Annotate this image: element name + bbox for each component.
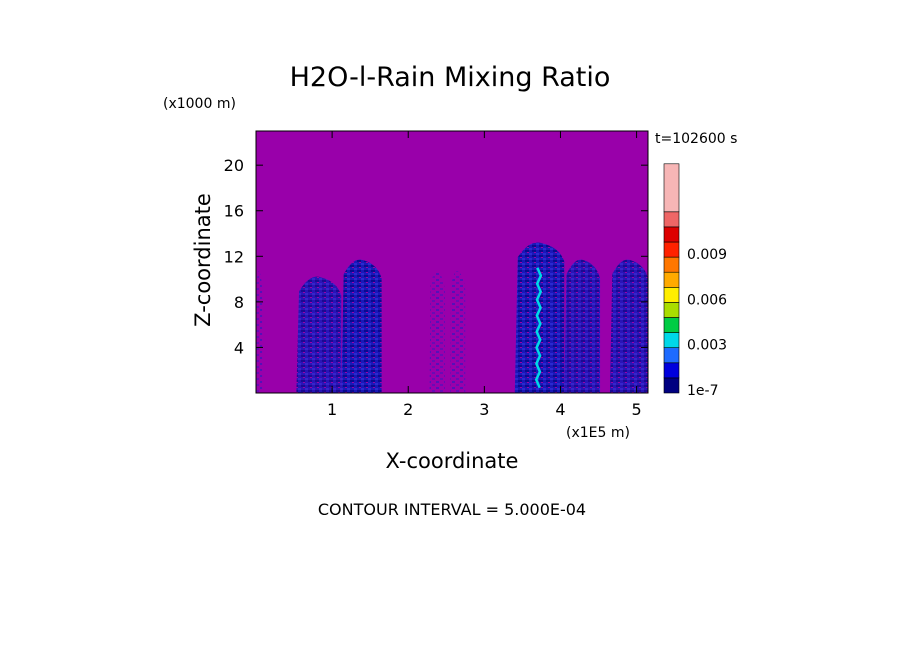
y-tick-label: 16 [224, 202, 244, 221]
colorbar-swatch [663, 271, 680, 288]
colorbar-swatch [663, 347, 680, 364]
y-tick-label: 8 [234, 293, 244, 312]
rain-column [429, 270, 445, 393]
colorbar-swatch [663, 286, 680, 303]
rain-column [296, 276, 342, 393]
colorbar-swatch [663, 211, 680, 228]
y-tick-label: 20 [224, 156, 244, 175]
colorbar-swatch [663, 163, 680, 213]
colorbar-swatch [663, 256, 680, 273]
contour-interval-note: CONTOUR INTERVAL = 5.000E-04 [318, 500, 586, 519]
chart-title: H2O-l-Rain Mixing Ratio [290, 62, 611, 93]
colorbar-label: 0.009 [687, 247, 727, 263]
x-tick-label: 1 [327, 400, 337, 419]
colorbar-label: 1e-7 [687, 383, 718, 399]
y-axis-label: Z-coordinate [191, 193, 215, 327]
y-tick-label: 12 [224, 247, 244, 266]
y-tick-label: 4 [234, 338, 244, 357]
x-tick-label: 2 [403, 400, 413, 419]
x-tick-label: 3 [479, 400, 489, 419]
plot-frame [255, 130, 649, 394]
colorbar-swatch [663, 241, 680, 258]
colorbar-swatch [663, 302, 680, 318]
y-units-label: (x1000 m) [163, 96, 236, 112]
x-tick-label: 4 [555, 400, 565, 419]
plot-area [255, 130, 649, 394]
time-label: t=102600 s [655, 131, 737, 147]
y-axis: 4 8 12 16 20 [224, 156, 648, 357]
rain-column [609, 259, 648, 393]
rain-column [514, 242, 565, 393]
colorbar-label: 0.006 [687, 292, 727, 308]
x-axis-label: X-coordinate [386, 449, 519, 473]
colorbar-label: 0.003 [687, 338, 727, 354]
x-axis: 1 2 3 4 5 [327, 131, 642, 419]
rain-column [341, 259, 382, 393]
rain-column [256, 270, 263, 393]
colorbar: 1e-7 0.003 0.006 0.009 [663, 163, 727, 399]
colorbar-swatch [663, 377, 680, 394]
rain-column [564, 259, 601, 393]
colorbar-swatch [663, 317, 680, 333]
rain-column [450, 270, 466, 393]
core-streak [534, 267, 543, 389]
colorbar-swatch [663, 362, 680, 379]
colorbar-swatch [663, 226, 680, 243]
colorbar-swatch [663, 332, 680, 349]
x-tick-label: 5 [631, 400, 641, 419]
x-units-label: (x1E5 m) [566, 425, 630, 441]
